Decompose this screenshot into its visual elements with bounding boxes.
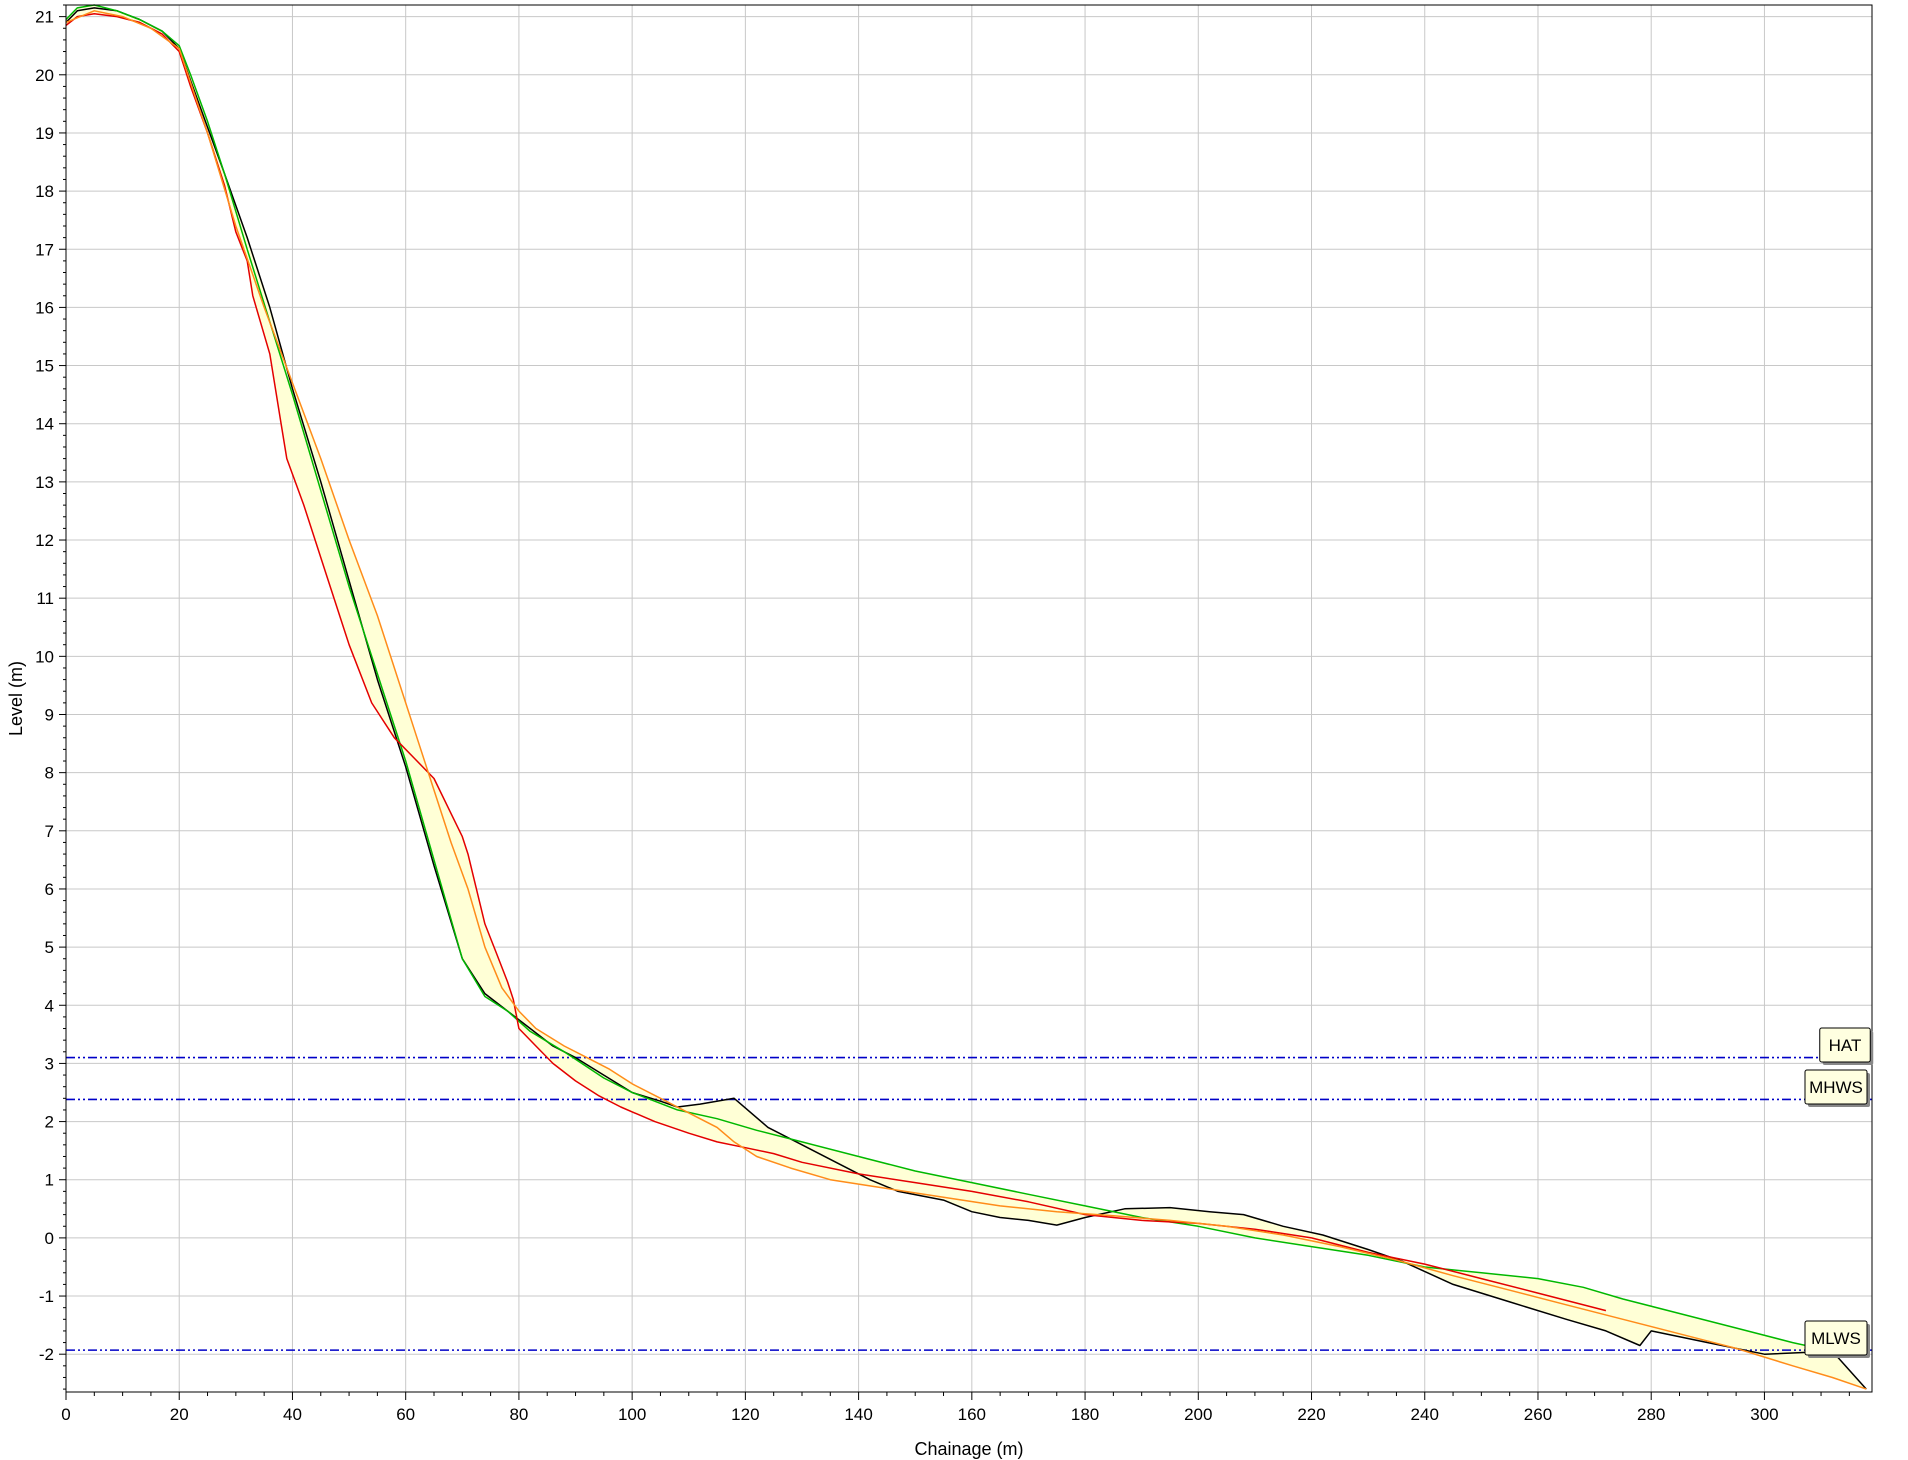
y-tick-label: 8 [45,764,54,783]
y-tick-label: -1 [39,1287,54,1306]
x-tick-label: 200 [1184,1405,1212,1424]
x-tick-label: 120 [731,1405,759,1424]
y-tick-label: 21 [35,8,54,27]
tide-label-text: HAT [1829,1036,1862,1055]
tide-label-box [1804,1320,1868,1356]
y-tick-label: 19 [35,124,54,143]
y-tick-label: 14 [35,415,54,434]
x-axis-title: Chainage (m) [914,1439,1023,1459]
y-tick-label: 5 [45,938,54,957]
x-tick-label: 0 [61,1405,70,1424]
y-tick-label: 18 [35,182,54,201]
y-tick-label: 1 [45,1171,54,1190]
x-tick-label: 280 [1637,1405,1665,1424]
y-tick-label: 2 [45,1113,54,1132]
x-tick-label: 300 [1750,1405,1778,1424]
x-tick-label: 260 [1524,1405,1552,1424]
profile-line-4 [65,10,1867,1390]
y-tick-label: 20 [35,66,54,85]
x-tick-label: 220 [1297,1405,1325,1424]
tide-label-box [1819,1027,1871,1063]
y-tick-label: 17 [35,240,54,259]
plot-frame [65,4,1873,1393]
y-tick-label: 11 [36,589,54,608]
tide-label-box [1804,1069,1868,1105]
profile-series [65,4,1867,1390]
tide-labels: HAT MHWS MLWS [1804,1027,1874,1358]
x-tick-label: 60 [396,1405,415,1424]
x-tick-label: 20 [170,1405,189,1424]
y-tick-label: 6 [45,880,54,899]
tide-label-mlws: MLWS [1804,1320,1870,1358]
y-tick-label: 10 [35,647,54,666]
profile-line-2 [65,4,1833,1353]
y-tick-label: 0 [45,1229,54,1248]
x-tick-label: 160 [958,1405,986,1424]
y-tick-label: 16 [35,298,54,317]
x-tick-label: 40 [283,1405,302,1424]
y-tick-label: 13 [35,473,54,492]
tide-label-text: MLWS [1811,1329,1861,1348]
profile-line-1 [65,7,1867,1390]
y-tick-label: 3 [45,1054,54,1073]
x-tick-label: 100 [618,1405,646,1424]
y-tick-label: 15 [35,357,54,376]
tide-label-text: MHWS [1809,1078,1863,1097]
y-tick-label: 9 [45,705,54,724]
tide-label-hat: HAT [1819,1027,1874,1065]
x-tick-label: 240 [1411,1405,1439,1424]
tide-levels [66,1056,1872,1351]
y-axis-title: Level (m) [6,661,26,736]
y-tick-label: 7 [45,822,54,841]
x-tick-label: 80 [509,1405,528,1424]
x-tick-label: 140 [844,1405,872,1424]
tide-label-mhws: MHWS [1804,1069,1870,1107]
axis-ticks: 0 20 40 60 80 100 120 140 160 180 200 220 240 260 280 3… [35,4,1850,1424]
y-tick-label: 12 [35,531,54,550]
y-tick-label: -2 [39,1345,54,1364]
x-tick-label: 180 [1071,1405,1099,1424]
y-tick-label: 4 [45,996,54,1015]
